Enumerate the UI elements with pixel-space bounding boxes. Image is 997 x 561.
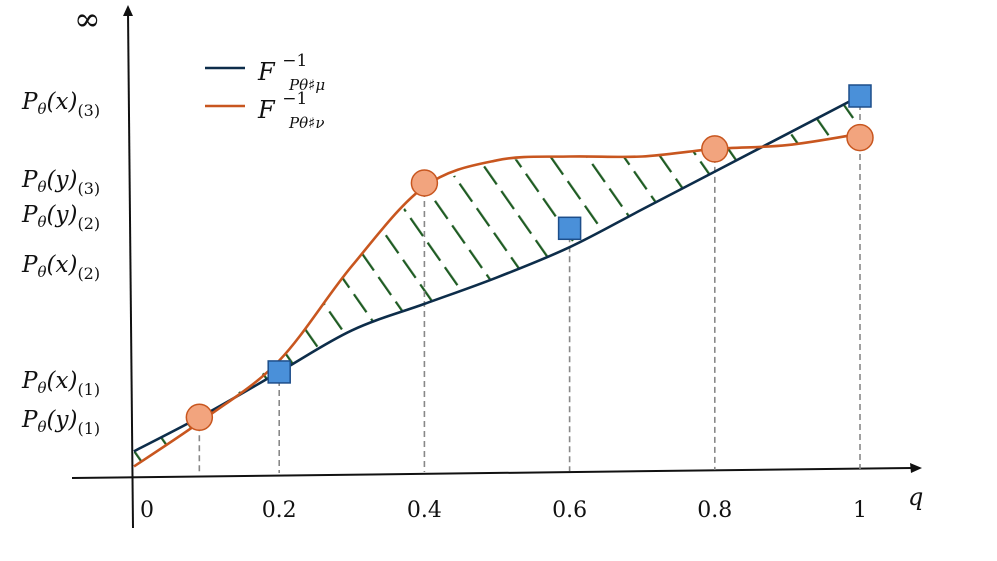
y-axis-arrow — [123, 5, 133, 16]
y-axis-infinity: ∞ — [74, 0, 101, 38]
y-tick-label: Pθ(y)(1) — [21, 407, 100, 438]
y-tick-label: Pθ(x)(1) — [21, 368, 100, 399]
legend-label-nu: F −1 Pθ♯ν — [257, 82, 325, 132]
x-tick-label: 0.4 — [407, 498, 442, 523]
x-axis-label: q — [908, 483, 923, 511]
x-tick-label: 0 — [140, 498, 154, 523]
legend: F −1 Pθ♯μ F −1 Pθ♯ν — [205, 44, 325, 132]
x-tick-labels: 0 0.2 0.4 0.6 0.8 1 — [140, 498, 867, 523]
y-tick-label: Pθ(y)(2) — [21, 202, 100, 233]
legend-label-mu: F −1 Pθ♯μ — [257, 44, 325, 94]
markers — [185, 84, 874, 432]
y-tick-label: Pθ(x)(2) — [21, 252, 100, 283]
y-tick-label: Pθ(x)(3) — [21, 89, 100, 120]
curve-mu — [133, 94, 861, 453]
mu-marker — [267, 360, 291, 384]
y-tick-label: Pθ(y)(3) — [21, 167, 100, 198]
x-tick-label: 0.8 — [697, 498, 732, 523]
nu-marker — [410, 169, 439, 197]
x-axis-arrow — [910, 463, 922, 473]
mu-marker — [557, 216, 582, 241]
nu-marker — [185, 403, 214, 432]
nu-marker — [701, 135, 729, 163]
y-tick-labels: Pθ(x)(3) Pθ(y)(3) Pθ(y)(2) Pθ(x)(2) Pθ(x)(1)… — [21, 89, 100, 438]
y-axis — [127, 11, 134, 529]
x-tick-label: 0.2 — [262, 498, 297, 523]
quantile-guides — [198, 104, 861, 474]
x-axis — [71, 467, 914, 479]
x-tick-label: 0.6 — [552, 498, 587, 523]
nu-marker — [846, 123, 874, 152]
x-tick-label: 1 — [853, 498, 867, 523]
mu-marker — [848, 84, 872, 108]
